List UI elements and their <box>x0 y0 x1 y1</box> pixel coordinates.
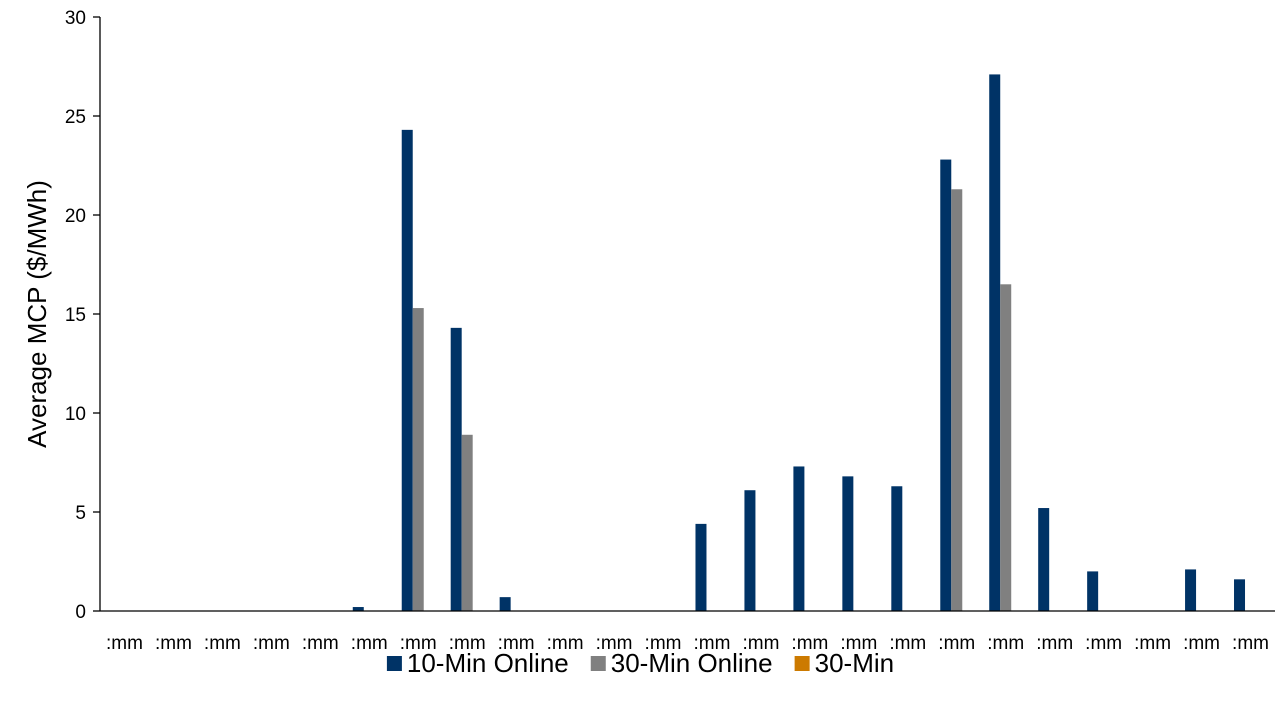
bar-30-min-online-19 <box>1000 284 1012 611</box>
x-tick-label: :mm <box>498 633 535 654</box>
bar-10-min-online-18 <box>940 159 952 611</box>
x-tick-label: :mm <box>1036 633 1073 654</box>
x-tick-label: :mm <box>449 633 486 654</box>
bar-10-min-online-7 <box>401 129 413 612</box>
y-tick-label: 10 <box>65 404 86 425</box>
bar-10-min-online-15 <box>793 466 805 611</box>
bar-10-min-online-6 <box>352 607 364 611</box>
legend-swatch-30-min <box>794 656 810 671</box>
x-tick-label: :mm <box>253 633 290 654</box>
x-tick-label: :mm <box>694 633 731 654</box>
bar-30-min-online-8 <box>461 434 473 611</box>
bar-10-min-online-17 <box>891 486 903 611</box>
bar-10-min-online-14 <box>744 490 756 611</box>
bar-30-min-online-18 <box>951 189 963 611</box>
x-tick-label: :mm <box>987 633 1024 654</box>
y-tick-label: 5 <box>75 503 86 524</box>
x-tick-label: :mm <box>1085 633 1122 654</box>
y-tick-label: 0 <box>75 602 86 623</box>
x-tick-label: :mm <box>742 633 779 654</box>
x-tick-label: :mm <box>938 633 975 654</box>
x-tick-label: :mm <box>302 633 339 654</box>
x-tick-label: :mm <box>1134 633 1171 654</box>
x-tick-label: :mm <box>596 633 633 654</box>
y-tick-label: 15 <box>65 305 86 326</box>
bar-10-min-online-24 <box>1234 579 1246 611</box>
bar-10-min-online-9 <box>499 597 511 611</box>
bar-10-min-online-21 <box>1087 571 1099 611</box>
legend-label-30-min: 30-Min <box>815 648 894 678</box>
x-tick-label: :mm <box>106 633 143 654</box>
x-tick-label: :mm <box>547 633 584 654</box>
plot-area <box>352 74 1246 612</box>
bar-10-min-online-13 <box>695 523 707 611</box>
y-axis: 0 5 10 15 20 25 30 <box>65 8 101 623</box>
bar-10-min-online-20 <box>1038 508 1050 611</box>
x-tick-label: :mm <box>889 633 926 654</box>
x-tick-label: :mm <box>840 633 877 654</box>
x-tick-label: :mm <box>1232 633 1269 654</box>
bar-30-min-online-7 <box>412 308 424 611</box>
bar-10-min-online-19 <box>989 74 1001 612</box>
bar-10-min-online-8 <box>450 327 462 611</box>
x-tick-label: :mm <box>400 633 437 654</box>
x-tick-label: :mm <box>1183 633 1220 654</box>
x-tick-label: :mm <box>645 633 682 654</box>
y-tick-label: 20 <box>65 206 86 227</box>
y-tick-label: 30 <box>65 8 86 29</box>
x-axis: :mm :mm :mm :mm :mm :mm :mm :mm :mm :mm :mm :mm :mm:… <box>100 610 1275 654</box>
legend-label-10-min-online: 10-Min Online <box>407 648 569 678</box>
y-axis-title: Average MCP ($/MWh) <box>22 180 52 448</box>
legend-swatch-10-min-online <box>386 656 402 671</box>
legend: 10-Min Online 30-Min Online 30-Min <box>386 648 894 678</box>
legend-swatch-30-min-online <box>590 656 606 671</box>
x-tick-label: :mm <box>204 633 241 654</box>
x-tick-label: :mm <box>351 633 388 654</box>
x-tick-label: :mm <box>155 633 192 654</box>
x-tick-label: :mm <box>791 633 828 654</box>
bar-10-min-online-16 <box>842 476 854 611</box>
y-tick-label: 25 <box>65 107 86 128</box>
bar-10-min-online-23 <box>1185 569 1197 611</box>
legend-label-30-min-online: 30-Min Online <box>611 648 773 678</box>
